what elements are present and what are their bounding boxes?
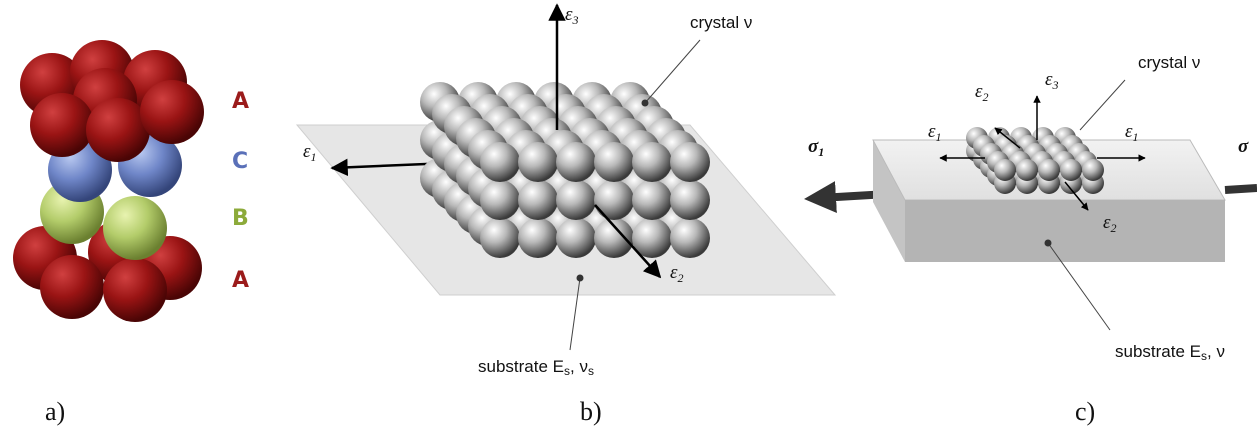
atom <box>994 159 1016 181</box>
panel-a <box>13 40 204 322</box>
atom <box>632 180 672 220</box>
atom <box>594 218 634 258</box>
atom <box>556 180 596 220</box>
atom <box>1060 159 1082 181</box>
atom <box>670 142 710 182</box>
atom <box>480 180 520 220</box>
panel-label: a) <box>45 397 65 426</box>
atom <box>670 180 710 220</box>
layer-label: C <box>232 149 248 174</box>
atom <box>86 98 150 162</box>
atom <box>632 218 672 258</box>
atom <box>556 218 596 258</box>
atom <box>518 180 558 220</box>
atom <box>1038 159 1060 181</box>
leader-dot <box>576 274 584 282</box>
atom <box>103 196 167 260</box>
atom <box>103 258 167 322</box>
atom <box>480 218 520 258</box>
leader-dot <box>641 99 649 107</box>
panel-label: b) <box>580 397 602 426</box>
strain-label: ε1 <box>1125 121 1139 144</box>
layer-label: B <box>232 206 249 231</box>
atom <box>670 218 710 258</box>
strain-label: ε1 <box>303 141 317 164</box>
atom <box>518 142 558 182</box>
strain-label: ε1 <box>928 121 942 144</box>
stress-label: σ <box>1238 136 1249 157</box>
substrate-label: substrate Es, νs <box>478 357 594 378</box>
arrow <box>994 127 1021 149</box>
stress-arrow <box>1224 184 1257 194</box>
atom <box>594 180 634 220</box>
leader-dot <box>1044 239 1052 247</box>
strain-label: ε2 <box>975 81 989 104</box>
crystal-label: crystal ν <box>690 13 752 32</box>
panel-label: c) <box>1075 397 1095 426</box>
atom <box>1016 159 1038 181</box>
strain-label: ε3 <box>1045 69 1059 92</box>
stress-label: σ1 <box>808 136 824 159</box>
atom <box>1082 159 1104 181</box>
layer-label: A <box>232 268 249 293</box>
atom <box>30 93 94 157</box>
atom <box>480 142 520 182</box>
strain-label: ε3 <box>565 4 579 27</box>
strain-label: ε2 <box>670 262 684 285</box>
leader <box>644 39 701 104</box>
crystal <box>966 127 1104 194</box>
leader <box>1047 242 1111 331</box>
arrow <box>1064 181 1089 211</box>
strain-label: ε2 <box>1103 212 1117 235</box>
atom <box>40 255 104 319</box>
leader <box>1079 79 1126 131</box>
block-side <box>873 140 905 262</box>
atom <box>556 142 596 182</box>
block-front <box>905 200 1225 262</box>
leader <box>569 277 581 351</box>
crystal-label: crystal ν <box>1138 53 1200 72</box>
atom <box>140 80 204 144</box>
atom <box>518 218 558 258</box>
layer-label: A <box>232 89 249 114</box>
atom <box>594 142 634 182</box>
substrate-label: substrate Es, ν <box>1115 342 1225 363</box>
atom <box>632 142 672 182</box>
arrow <box>594 204 662 279</box>
crystal <box>420 82 710 258</box>
